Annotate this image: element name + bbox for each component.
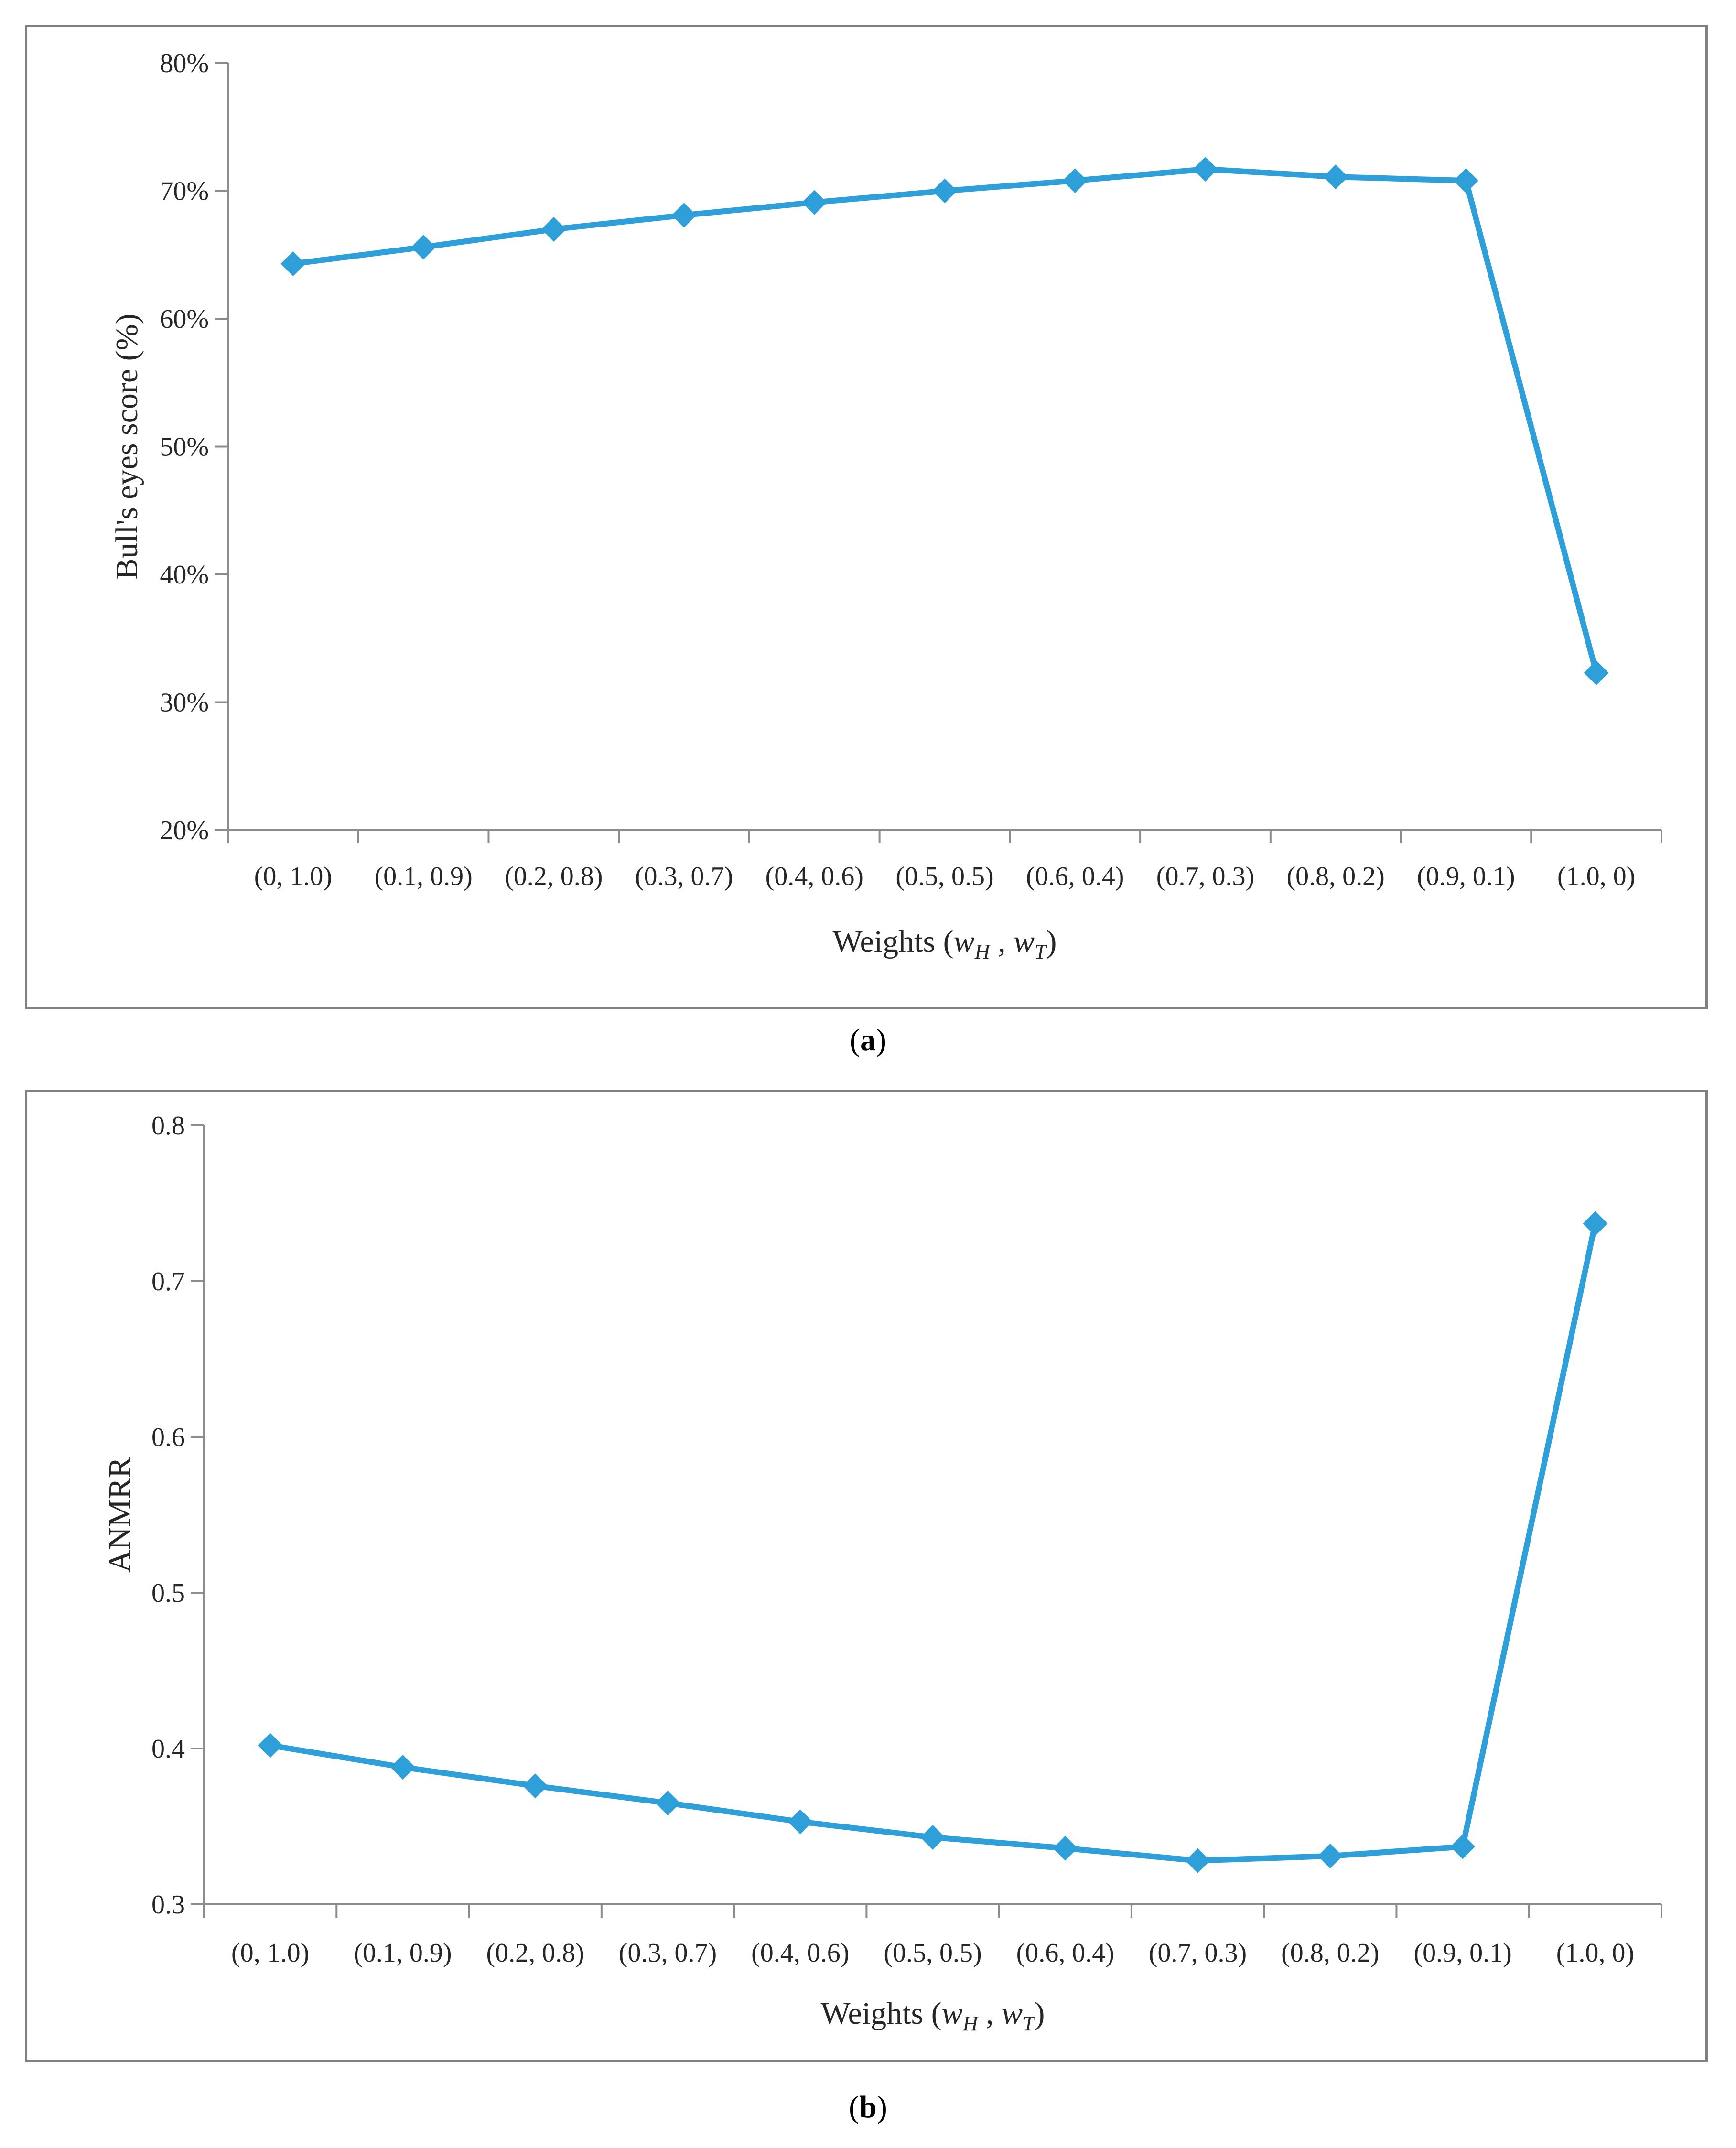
x-tick-label: (0.2, 0.8) bbox=[486, 1938, 584, 1968]
y-axis-title: Bull's eyes score (%) bbox=[109, 313, 144, 579]
x-tick-label: (0.1, 0.9) bbox=[374, 862, 472, 891]
x-axis-title-sep: , bbox=[978, 1996, 1002, 2031]
x-tick-label: (0.1, 0.9) bbox=[354, 1938, 452, 1968]
data-point-marker bbox=[1193, 157, 1218, 182]
data-point-marker bbox=[390, 1755, 415, 1780]
x-axis-title-w1: w bbox=[954, 924, 975, 959]
data-point-marker bbox=[1584, 660, 1609, 685]
x-tick-label: (1.0, 0) bbox=[1556, 1938, 1634, 1968]
caption-b: (b) bbox=[0, 2088, 1736, 2126]
y-axis-title: ANMRR bbox=[102, 1457, 137, 1573]
x-axis-title-suffix: ) bbox=[1046, 924, 1057, 959]
caption-b-label: b bbox=[859, 2090, 877, 2125]
x-axis-title: Weights (wH , wT) bbox=[833, 924, 1057, 963]
x-tick-label: (0.8, 0.2) bbox=[1287, 862, 1385, 891]
x-tick-label: (0.3, 0.7) bbox=[619, 1938, 717, 1968]
data-point-marker bbox=[1450, 1834, 1476, 1859]
chart-a-svg: 20% 30% 40% 50% 60% 70% 80% (0, 1.0) (0.1, 0.9) (… bbox=[109, 49, 1662, 963]
x-tick-label: (0.9, 0.1) bbox=[1413, 1938, 1511, 1968]
x-axis-title-suffix: ) bbox=[1034, 1996, 1045, 2031]
data-point-marker bbox=[1185, 1848, 1210, 1873]
series-line bbox=[270, 1223, 1598, 1864]
x-axis-title-sub1: H bbox=[974, 940, 991, 963]
y-tick-label: 60% bbox=[160, 304, 209, 334]
caption-a-open: ( bbox=[850, 1023, 860, 1058]
data-point-marker bbox=[671, 203, 697, 228]
chart-panel-b: 0.3 0.4 0.5 0.6 0.7 0.8 (0, 1.0) (0.1, 0.9) (0.2… bbox=[25, 1090, 1708, 2062]
data-point-marker bbox=[787, 1809, 813, 1835]
y-tick-label: 0.4 bbox=[151, 1734, 185, 1764]
chart-b-svg: 0.3 0.4 0.5 0.6 0.7 0.8 (0, 1.0) (0.1, 0.9) (0.2… bbox=[102, 1111, 1662, 2035]
data-point-marker bbox=[258, 1733, 283, 1758]
y-tick-label: 0.6 bbox=[151, 1423, 185, 1452]
caption-a: (a) bbox=[0, 1021, 1736, 1059]
x-tick-label: (0.5, 0.5) bbox=[895, 862, 993, 891]
x-axis-title-sub2: T bbox=[1035, 940, 1048, 963]
y-tick-label: 40% bbox=[160, 560, 209, 590]
x-tick-label: (0.7, 0.3) bbox=[1156, 862, 1254, 891]
data-point-marker bbox=[1583, 1211, 1608, 1236]
x-axis-title-w2: w bbox=[1014, 924, 1035, 959]
data-point-marker bbox=[802, 190, 827, 215]
series-line bbox=[292, 166, 1599, 674]
x-tick-label: (0.9, 0.1) bbox=[1417, 862, 1515, 891]
data-point-marker bbox=[1317, 1843, 1343, 1868]
data-point-marker bbox=[1053, 1835, 1078, 1861]
x-tick-label: (0.4, 0.6) bbox=[766, 862, 863, 891]
x-axis-title-sep: , bbox=[990, 924, 1014, 959]
data-point-marker bbox=[1453, 168, 1478, 194]
y-tick-label: 50% bbox=[160, 432, 209, 462]
caption-a-label: a bbox=[860, 1023, 876, 1058]
x-tick-label: (0.5, 0.5) bbox=[884, 1938, 981, 1968]
data-point-marker bbox=[655, 1791, 680, 1816]
y-tick-label: 20% bbox=[160, 816, 209, 845]
x-tick-label: (0.4, 0.6) bbox=[751, 1938, 849, 1968]
data-point-marker bbox=[920, 1824, 945, 1850]
y-tick-label: 0.8 bbox=[151, 1111, 185, 1141]
y-tick-label: 0.7 bbox=[151, 1267, 185, 1296]
caption-a-close: ) bbox=[876, 1023, 886, 1058]
data-point-marker bbox=[1062, 168, 1088, 194]
y-tick-label: 0.5 bbox=[151, 1578, 185, 1608]
chart-panel-a: 20% 30% 40% 50% 60% 70% 80% (0, 1.0) (0.1, 0.9) (… bbox=[25, 25, 1708, 1009]
y-tick-label: 30% bbox=[160, 688, 209, 718]
data-point-marker bbox=[280, 251, 306, 276]
y-tick-label: 0.3 bbox=[151, 1890, 185, 1920]
x-axis-title-sub1: H bbox=[962, 2012, 979, 2035]
data-point-marker bbox=[541, 216, 566, 242]
data-point-marker bbox=[932, 178, 957, 204]
x-axis-title-prefix: Weights ( bbox=[821, 1996, 942, 2031]
x-tick-label: (0.8, 0.2) bbox=[1281, 1938, 1379, 1968]
x-axis-title-sub2: T bbox=[1023, 2012, 1036, 2035]
caption-b-open: ( bbox=[849, 2090, 860, 2125]
data-point-marker bbox=[411, 235, 436, 260]
x-tick-label: (0, 1.0) bbox=[254, 862, 332, 891]
x-axis-title-prefix: Weights ( bbox=[833, 924, 954, 959]
y-tick-label: 70% bbox=[160, 177, 209, 206]
x-axis-title-w2: w bbox=[1002, 1996, 1023, 2031]
x-tick-label: (0.3, 0.7) bbox=[635, 862, 733, 891]
x-axis-title: Weights (wH , wT) bbox=[821, 1996, 1045, 2035]
x-tick-label: (0.6, 0.4) bbox=[1026, 862, 1124, 891]
x-tick-label: (1.0, 0) bbox=[1557, 862, 1635, 891]
data-point-marker bbox=[523, 1773, 548, 1799]
y-tick-label: 80% bbox=[160, 49, 209, 78]
x-tick-label: (0.7, 0.3) bbox=[1149, 1938, 1247, 1968]
x-tick-label: (0.6, 0.4) bbox=[1016, 1938, 1114, 1968]
x-tick-label: (0, 1.0) bbox=[231, 1938, 309, 1968]
x-axis-title-w1: w bbox=[942, 1996, 963, 2031]
data-point-marker bbox=[1323, 164, 1348, 190]
caption-b-close: ) bbox=[876, 2090, 887, 2125]
x-tick-label: (0.2, 0.8) bbox=[505, 862, 603, 891]
